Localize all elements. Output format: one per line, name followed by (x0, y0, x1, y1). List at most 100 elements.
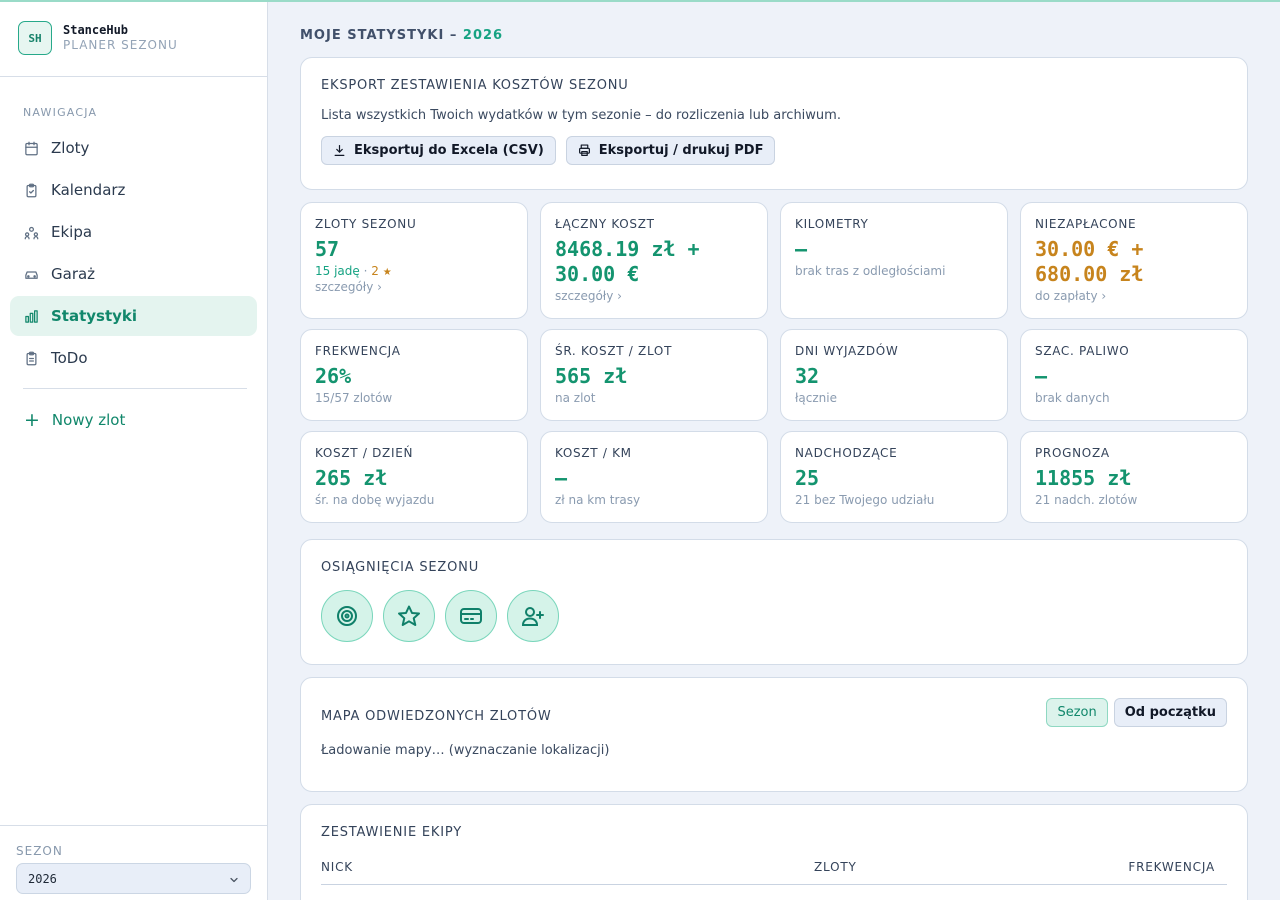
sidebar-item-todo[interactable]: ToDo (10, 338, 257, 378)
stat-label: NIEZAPŁACONE (1035, 217, 1137, 231)
stat-value: — (795, 237, 808, 261)
stat-sub: 15 jadę · 2 ★ (315, 264, 513, 278)
top-accent-line (0, 0, 1280, 2)
season-label: SEZON (16, 844, 63, 858)
main-content: MOJE STATYSTYKI – 2026 EKSPORT ZESTAWIEN… (300, 0, 1248, 900)
sidebar-item-statystyki[interactable]: Statystyki (10, 296, 257, 336)
stat-label: ZLOTY SEZONU (315, 217, 417, 231)
sidebar-item-label: Kalendarz (51, 181, 126, 199)
stat-label: KOSZT / DZIEŃ (315, 446, 414, 460)
stat-label: NADCHODZĄCE (795, 446, 898, 460)
stat-card-kilometry[interactable]: KILOMETRY — brak tras z odległościami (780, 202, 1008, 319)
team-icon (24, 226, 39, 239)
stat-label: FREKWENCJA (315, 344, 401, 358)
stat-card-prognoza[interactable]: PROGNOZA 11855 zł 21 nadch. zlotów (1020, 431, 1248, 523)
going-count: 15 jadę (315, 264, 360, 278)
export-csv-button[interactable]: Eksportuj do Excela (CSV) (321, 136, 556, 165)
stat-card-frekwencja[interactable]: FREKWENCJA 26% 15/57 zlotów (300, 329, 528, 421)
export-title: EKSPORT ZESTAWIENIA KOSZTÓW SEZONU (321, 78, 629, 93)
stat-sub: 15/57 zlotów (315, 391, 393, 405)
page-title-year: 2026 (462, 28, 504, 43)
cost-pln: 8468.19 zł + (555, 237, 700, 261)
stat-card-sr-koszt[interactable]: ŚR. KOSZT / ZLOT 565 zł na zlot (540, 329, 768, 421)
achievement-badge[interactable] (445, 590, 497, 642)
star-icon: ★ (382, 267, 392, 278)
star-icon (398, 605, 420, 626)
stat-value: 11855 zł (1035, 466, 1132, 490)
stat-value: — (555, 466, 568, 490)
map-card: MAPA ODWIEDZONYCH ZLOTÓW Sezon Od począt… (300, 677, 1248, 792)
checklist-icon (26, 351, 37, 365)
sidebar-footer: SEZON 2026 (0, 825, 267, 900)
toggle-season[interactable]: Sezon (1046, 698, 1108, 727)
app-name: StanceHub (63, 23, 129, 37)
column-header-nick[interactable]: NICK (321, 860, 353, 874)
stat-card-nadchodzace[interactable]: NADCHODZĄCE 25 21 bez Twojego udziału (780, 431, 1008, 523)
stat-label: SZAC. PALIWO (1035, 344, 1130, 358)
sidebar-item-label: Ekipa (51, 223, 93, 241)
achievements-title: OSIĄGNIĘCIA SEZONU (321, 560, 480, 575)
pay-link[interactable]: do zapłaty › (1035, 289, 1107, 303)
stat-label: KOSZT / KM (555, 446, 632, 460)
chevron-down-icon (230, 877, 238, 883)
stat-card-laczny-koszt[interactable]: ŁĄCZNY KOSZT 8468.19 zł +30.00 € szczegó… (540, 202, 768, 319)
stat-label: DNI WYJAZDÓW (795, 344, 899, 358)
credit-card-icon (460, 608, 482, 624)
nav-divider (23, 388, 247, 389)
details-link[interactable]: szczegóły › (555, 289, 622, 303)
separator: · (359, 264, 372, 278)
map-range-toggle: Sezon Od początku (1046, 698, 1227, 727)
clipboard-check-icon (26, 183, 37, 197)
calendar-icon (25, 141, 38, 155)
stat-sub: 21 nadch. zlotów (1035, 493, 1138, 507)
team-table-header: NICK ZLOTY FREKWENCJA (321, 860, 1227, 885)
plus-icon: + (24, 408, 40, 431)
sidebar-item-garaz[interactable]: Garaż (10, 254, 257, 294)
achievement-badge[interactable] (383, 590, 435, 642)
toggle-all-time[interactable]: Od początku (1113, 698, 1227, 727)
map-title: MAPA ODWIEDZONYCH ZLOTÓW (321, 709, 552, 724)
sidebar-item-label: Garaż (51, 265, 96, 283)
sidebar-item-kalendarz[interactable]: Kalendarz (10, 170, 257, 210)
season-select[interactable]: 2026 (16, 863, 251, 894)
stat-card-paliwo[interactable]: SZAC. PALIWO — brak danych (1020, 329, 1248, 421)
car-icon (25, 270, 38, 279)
stat-card-dni-wyjazdow[interactable]: DNI WYJAZDÓW 32 łącznie (780, 329, 1008, 421)
stat-label: KILOMETRY (795, 217, 869, 231)
stat-card-zloty-sezonu[interactable]: ZLOTY SEZONU 57 15 jadę · 2 ★ szczegóły … (300, 202, 528, 319)
export-pdf-button[interactable]: Eksportuj / drukuj PDF (565, 136, 776, 165)
unpaid-pln: 680.00 zł (1035, 262, 1144, 286)
column-header-frekwencja[interactable]: FREKWENCJA (1128, 860, 1215, 874)
new-zlot-label: Nowy zlot (51, 411, 126, 429)
details-link[interactable]: szczegóły › (315, 280, 382, 294)
stat-sub: brak tras z odległościami (795, 264, 946, 278)
export-card: EKSPORT ZESTAWIENIA KOSZTÓW SEZONU Lista… (300, 57, 1248, 190)
stat-label: ŁĄCZNY KOSZT (555, 217, 655, 231)
achievement-badge[interactable] (507, 590, 559, 642)
sidebar-item-ekipa[interactable]: Ekipa (10, 212, 257, 252)
nav-section-title: NAWIGACJA (23, 106, 98, 119)
user-plus-icon (521, 607, 544, 626)
page-title: MOJE STATYSTYKI – 2026 (300, 28, 503, 43)
team-title: ZESTAWIENIE EKIPY (321, 825, 462, 840)
team-summary-card: ZESTAWIENIE EKIPY NICK ZLOTY FREKWENCJA (300, 804, 1248, 900)
sidebar-item-label: Zloty (51, 139, 90, 157)
target-icon (337, 606, 357, 626)
column-header-zloty[interactable]: ZLOTY (814, 860, 857, 874)
app-logo: SH (18, 21, 52, 55)
stat-card-koszt-dzien[interactable]: KOSZT / DZIEŃ 265 zł śr. na dobę wyjazdu (300, 431, 528, 523)
printer-icon (578, 144, 590, 156)
stat-card-koszt-km[interactable]: KOSZT / KM — zł na km trasy (540, 431, 768, 523)
achievement-badge[interactable] (321, 590, 373, 642)
stat-value: 26% (315, 364, 352, 388)
brand-header[interactable]: SH StanceHub PLANER SEZONU (0, 0, 267, 77)
stat-value: 565 zł (555, 364, 628, 388)
stat-label: PROGNOZA (1035, 446, 1110, 460)
stat-sub: 21 bez Twojego udziału (795, 493, 935, 507)
export-pdf-label: Eksportuj / drukuj PDF (598, 143, 764, 158)
stat-label: ŚR. KOSZT / ZLOT (555, 344, 673, 358)
new-zlot-button[interactable]: + Nowy zlot (24, 400, 125, 440)
stat-card-niezaplacone[interactable]: NIEZAPŁACONE 30.00 € +680.00 zł do zapła… (1020, 202, 1248, 319)
sidebar-item-zloty[interactable]: Zloty (10, 128, 257, 168)
stat-sub: śr. na dobę wyjazdu (315, 493, 435, 507)
